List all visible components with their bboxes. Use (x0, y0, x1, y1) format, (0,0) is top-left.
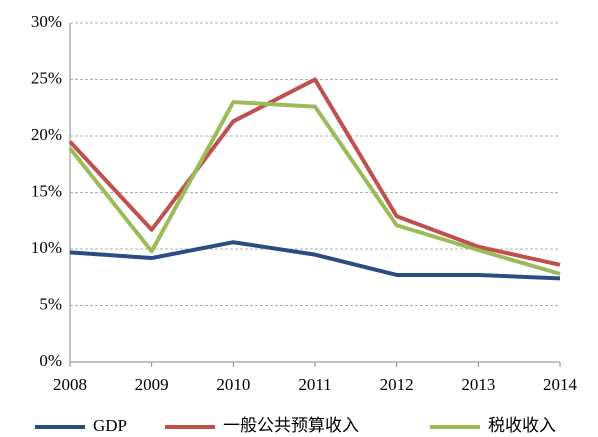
legend-label: 一般公共预算收入 (223, 416, 359, 435)
x-tick-label: 2012 (380, 375, 414, 394)
legend-label: 税收收入 (488, 416, 556, 435)
y-tick-label: 0% (39, 351, 62, 370)
y-tick-label: 5% (39, 294, 62, 313)
x-tick-label: 2011 (298, 375, 331, 394)
x-tick-label: 2009 (135, 375, 169, 394)
y-tick-label: 20% (31, 125, 62, 144)
x-tick-label: 2010 (216, 375, 250, 394)
legend-label: GDP (93, 416, 127, 435)
series-line (68, 100, 561, 276)
y-tick-label: 10% (31, 238, 62, 257)
y-tick-label: 15% (31, 181, 62, 200)
x-tick-label: 2008 (53, 375, 87, 394)
x-tick-label: 2014 (543, 375, 578, 394)
y-tick-label: 30% (31, 12, 62, 31)
y-tick-label: 25% (31, 68, 62, 87)
series-line (69, 240, 561, 281)
x-tick-label: 2013 (461, 375, 495, 394)
series-line (68, 77, 561, 267)
